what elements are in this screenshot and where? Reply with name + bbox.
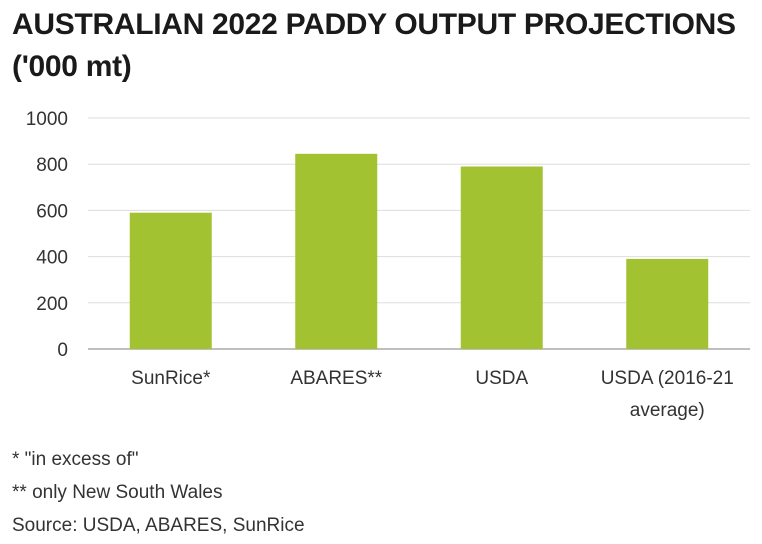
x-tick-label: SunRice* xyxy=(131,368,211,389)
x-tick-label: USDA (2016-21 average) xyxy=(601,368,734,421)
x-tick-label-line: ABARES** xyxy=(290,368,382,389)
bar-chart: 0 200 400 600 800 1000 SunRice* ABARES** USDA US… xyxy=(26,109,750,421)
x-tick-label: ABARES** xyxy=(290,368,382,389)
y-tick-label: 0 xyxy=(57,340,68,361)
footnote-1: * "in excess of" xyxy=(12,449,139,470)
x-tick-label-line: SunRice* xyxy=(131,368,211,389)
bar xyxy=(129,212,212,349)
bars xyxy=(129,153,709,349)
bar xyxy=(460,166,543,349)
chart-title: AUSTRALIAN 2022 PADDY OUTPUT PROJECTIONS… xyxy=(12,4,752,88)
x-axis-labels: SunRice* ABARES** USDA USDA (2016-21 average… xyxy=(131,368,734,421)
y-tick-label: 600 xyxy=(36,201,68,222)
y-tick-label: 1000 xyxy=(26,109,68,130)
y-tick-label: 200 xyxy=(36,294,68,315)
footnote-2: ** only New South Wales xyxy=(12,482,223,503)
chart-subtitle: ('000 mt) xyxy=(12,50,132,83)
y-tick-label: 400 xyxy=(36,248,68,269)
y-axis-ticks: 0 200 400 600 800 1000 xyxy=(26,109,68,361)
y-tick-label: 800 xyxy=(36,155,68,176)
x-tick-label-line: USDA (2016-21 xyxy=(601,368,734,389)
footnotes: * "in excess of" ** only New South Wales… xyxy=(12,443,305,542)
x-tick-label-line: average) xyxy=(630,400,705,421)
source-note: Source: USDA, ABARES, SunRice xyxy=(12,515,305,536)
bar xyxy=(295,153,378,349)
x-tick-label: USDA xyxy=(475,368,528,389)
x-tick-label-line: USDA xyxy=(475,368,528,389)
chart-title-text: AUSTRALIAN 2022 PADDY OUTPUT PROJECTIONS xyxy=(12,8,736,41)
bar xyxy=(626,258,709,349)
